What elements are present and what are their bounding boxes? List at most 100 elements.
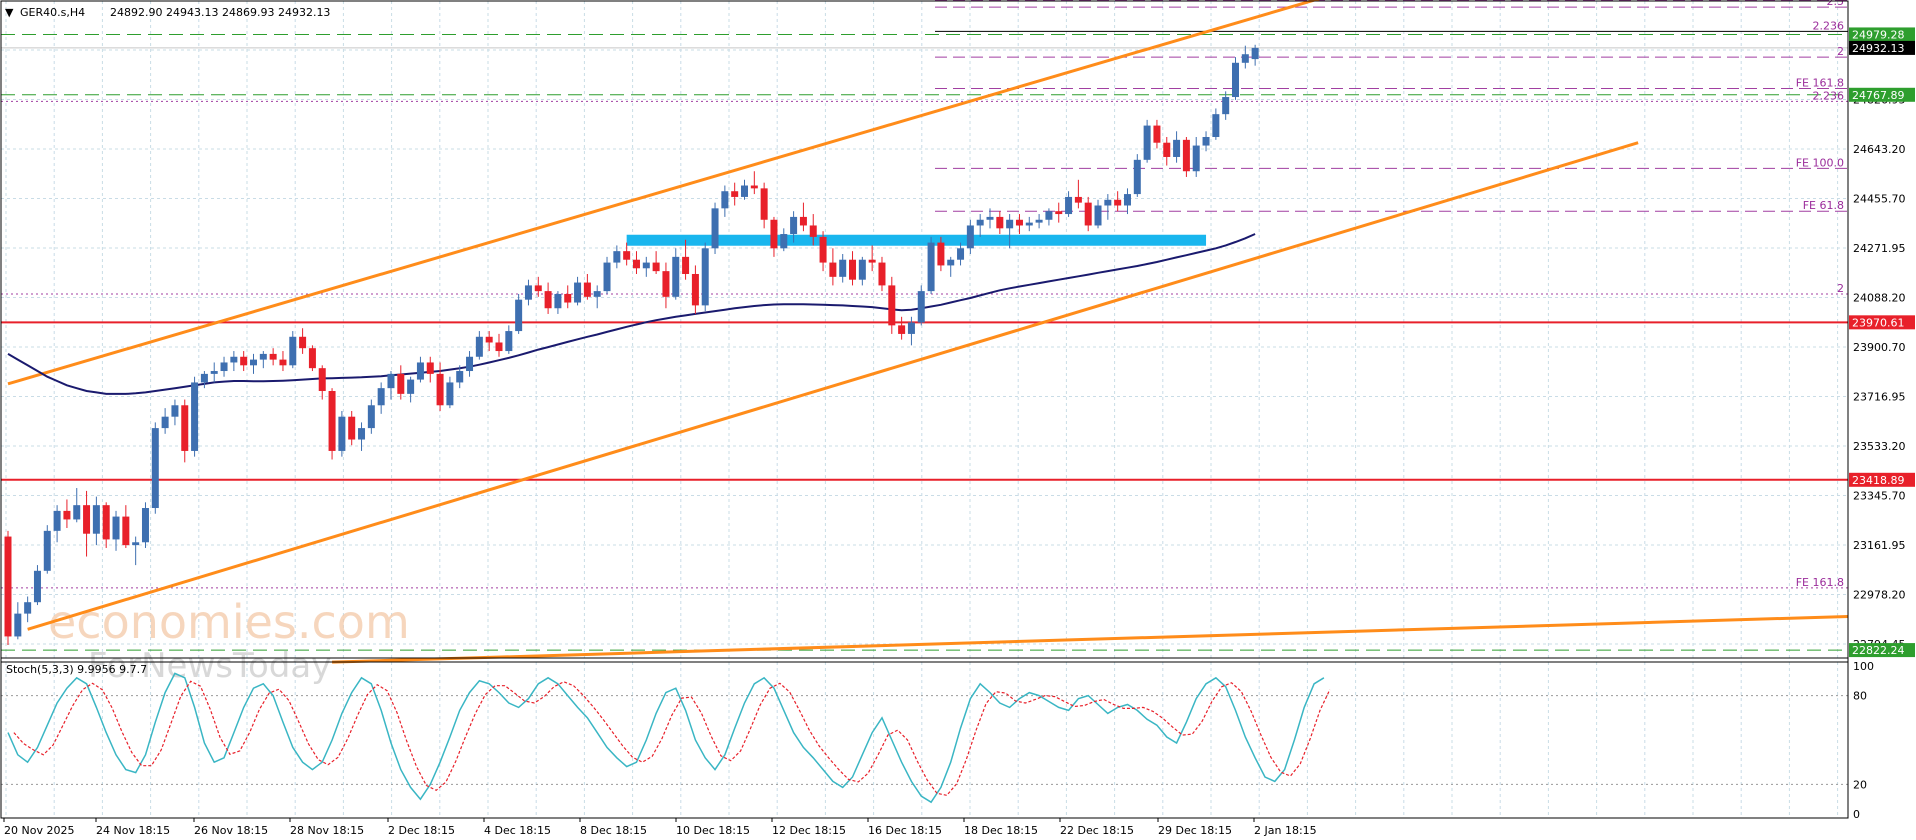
candle-body [407,379,415,394]
channel-lines [7,0,1849,664]
candle-body [917,291,925,323]
fib-label: 2 [1837,282,1844,295]
x-tick-label: 29 Dec 18:15 [1158,824,1232,837]
candle-body [181,405,189,451]
x-tick-label: 12 Dec 18:15 [772,824,846,837]
candle-body [33,570,41,603]
price-tag-label: 23970.61 [1852,316,1905,329]
candle-body [613,251,621,263]
candle-body [1065,196,1073,215]
y-tick-label: 24271.95 [1853,242,1906,255]
candle-body [1173,139,1181,157]
channel-line [332,614,1849,664]
candle-body [210,371,218,374]
stoch-tick-label: 80 [1853,690,1867,703]
candle-body [672,256,680,297]
fib-label: FE 100.0 [1796,156,1844,169]
candle-body [1025,222,1033,226]
candle-body [691,273,699,306]
candle-body [682,256,690,274]
candle-body [1143,125,1151,160]
candle-body [1212,114,1220,137]
candle-body [1114,199,1122,206]
candle-body [1104,199,1112,206]
candle-body [1222,97,1230,115]
candle-body [849,259,857,280]
y-tick-label: 24455.70 [1853,193,1906,206]
candle-body [1084,202,1092,226]
candle-body [574,282,582,303]
candle-body [426,362,434,374]
candle-body [171,405,179,417]
candle-body [701,248,709,306]
chart-header: ▼ GER40.s,H4 24892.90 24943.13 24869.93 … [5,6,330,19]
price-tag-label: 24932.13 [1852,42,1905,55]
price-tag [1849,315,1915,330]
grid-lines [1,1,1848,818]
candle-body [632,259,640,269]
watermark-line2: ForNewsToday [88,646,331,686]
candle-body [642,262,650,269]
x-tick-label: 22 Dec 18:15 [1060,824,1134,837]
candle-body [1153,125,1161,143]
x-tick-label: 20 Nov 2025 [4,824,74,837]
price-tag [1849,643,1915,658]
x-tick-label: 26 Nov 18:15 [194,824,268,837]
price-tag [1849,40,1915,55]
candle-body [102,505,110,540]
candle-body [534,285,542,292]
candlesticks [4,44,1259,646]
ma-line [7,233,1256,395]
candle-body [957,248,965,260]
candle-body [966,225,974,249]
candle-body [495,342,503,352]
watermark-line1: economies.com [48,595,410,649]
candle-body [132,542,140,546]
price-tag-label: 24979.28 [1852,28,1905,41]
stoch-tick-label: 0 [1853,808,1860,821]
fib-label: FE 161.8 [1796,76,1844,89]
candle-body [731,191,739,197]
candle-body [809,225,817,237]
candle-body [83,505,91,534]
candle-body [750,185,758,189]
candle-body [1232,62,1239,98]
candle-body [1055,211,1063,215]
symbol-arrow-icon[interactable]: ▼ [5,6,14,19]
candle-body [583,282,591,297]
candle-body [741,185,748,197]
candle-body [868,259,876,263]
candle-body [279,359,287,366]
candle-body [230,356,238,363]
candle-body [1251,47,1259,60]
candle-body [1035,219,1043,223]
candle-body [819,236,827,263]
moving-average [7,233,1256,395]
candle-body [289,336,297,366]
candle-body [92,505,100,534]
candle-body [338,416,346,451]
candle-body [53,510,61,531]
candle-body [14,613,22,637]
symbol-timeframe: GER40.s,H4 [20,6,85,19]
fib-label: 2 [1837,45,1844,58]
fib-label: 2.236 [1813,89,1845,102]
candle-body [377,388,385,406]
candle-body [200,373,208,383]
x-tick-label: 18 Dec 18:15 [964,824,1038,837]
candle-body [397,373,405,394]
fib-label: 2.236 [1813,19,1845,32]
candle-body [544,291,552,309]
stoch-label: Stoch(5,3,3) 9.9956 9.7.7 [6,663,147,676]
resistance-zone-bar [626,234,1207,246]
candle-body [927,242,935,292]
candle-body [299,336,307,349]
candle-body [564,293,572,303]
candle-body [112,516,120,540]
candle-body [269,353,277,360]
candle-body [947,259,955,266]
y-tick-label: 23716.95 [1853,391,1906,404]
candle-body [1133,159,1141,195]
y-tick-label: 24088.20 [1853,292,1906,305]
